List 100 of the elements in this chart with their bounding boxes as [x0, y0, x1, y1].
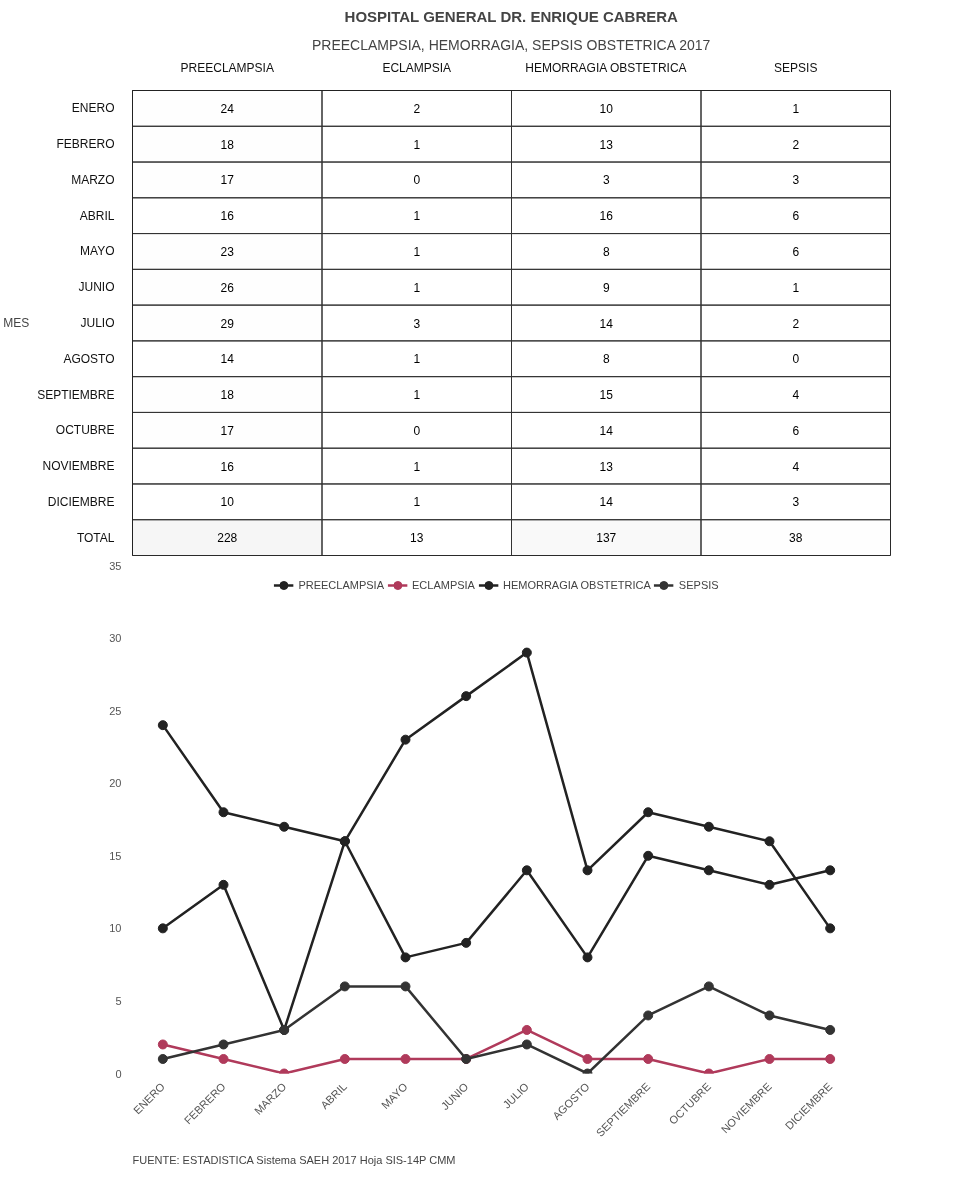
data-label: 3	[792, 495, 800, 510]
data-label: 23	[220, 244, 235, 259]
y-tick-label: JULIO	[80, 316, 115, 330]
point	[157, 1039, 168, 1050]
y-tick-label: NOVIEMBRE	[42, 459, 115, 474]
y-tick-label: 20	[109, 777, 122, 790]
data-label: 18	[220, 388, 235, 403]
point	[582, 952, 593, 963]
x-tick-label: PREECLAMPSIA	[180, 60, 274, 75]
data-label: 10	[599, 101, 614, 116]
legend-label: HEMORRAGIA OBSTETRICA	[502, 579, 651, 591]
data-label: 4	[792, 388, 800, 403]
data-label: 10	[220, 495, 235, 510]
point	[400, 981, 411, 992]
data-label: 0	[413, 423, 421, 438]
data-label: 26	[220, 280, 235, 295]
source-note: FUENTE: ESTADISTICA Sistema SAEH 2017 Hoja SIS-14P CMM	[132, 1153, 456, 1166]
point	[825, 923, 836, 934]
chart-title: HOSPITAL GENERAL DR. ENRIQUE CABRERA	[344, 7, 679, 25]
point	[703, 981, 714, 992]
point	[157, 1053, 168, 1064]
data-label: 14	[220, 352, 235, 367]
y-tick-label: 10	[109, 922, 122, 935]
y-tick-label: 25	[109, 704, 122, 717]
y-tick-label: OCTUBRE	[55, 423, 115, 438]
point	[764, 1053, 775, 1064]
y-tick-label: SEPTIEMBRE	[37, 387, 115, 402]
data-label: 15	[599, 388, 614, 403]
data-label: 2	[413, 101, 421, 116]
y-tick-label: MAYO	[80, 244, 115, 259]
point	[218, 807, 229, 818]
data-label: 6	[792, 244, 800, 259]
point	[400, 734, 411, 745]
data-label: 0	[792, 352, 800, 367]
data-label: 1	[792, 101, 800, 116]
point	[400, 1053, 411, 1064]
point	[825, 1024, 836, 1035]
data-label: 16	[599, 209, 614, 224]
data-label: 16	[220, 209, 235, 224]
data-label: 9	[602, 280, 610, 295]
legend-label: PREECLAMPSIA	[298, 579, 384, 591]
point	[643, 807, 654, 818]
point	[218, 1039, 229, 1050]
data-label: 14	[599, 495, 614, 510]
data-label: 24	[220, 101, 235, 116]
data-label: 1	[413, 244, 421, 259]
data-label: 17	[220, 423, 235, 438]
data-label: 6	[792, 423, 800, 438]
chart-subtitle: PREECLAMPSIA, HEMORRAGIA, SEPSIS OBSTETRICA 2017	[311, 36, 711, 53]
y-axis-title: MES	[3, 316, 30, 330]
y-tick-label: 35	[109, 559, 122, 572]
y-tick-label: ABRIL	[79, 208, 115, 223]
data-label: 1	[413, 388, 421, 403]
y-tick-label: 0	[115, 1067, 122, 1080]
y-tick-label: 15	[109, 849, 122, 862]
point	[582, 1053, 593, 1064]
data-label: 4	[792, 459, 800, 474]
point	[218, 1053, 229, 1064]
data-label: 1	[413, 137, 421, 152]
point	[521, 647, 532, 658]
data-label: 13	[599, 459, 614, 474]
point	[461, 937, 472, 948]
point	[582, 865, 593, 876]
data-label: 2	[792, 316, 800, 331]
point	[339, 1053, 350, 1064]
y-tick-label: MARZO	[71, 172, 115, 187]
point	[279, 821, 290, 832]
legend-label: ECLAMPSIA	[411, 579, 475, 591]
point	[643, 1010, 654, 1021]
data-label: 3	[792, 173, 800, 188]
point	[521, 1024, 532, 1035]
point	[703, 821, 714, 832]
point	[521, 865, 532, 876]
data-label: 137	[596, 531, 617, 546]
data-label: 13	[599, 137, 614, 152]
point	[461, 691, 472, 702]
point	[825, 865, 836, 876]
point	[825, 1053, 836, 1064]
data-label: 1	[413, 495, 421, 510]
legend-label: SEPSIS	[678, 579, 719, 591]
point	[521, 1039, 532, 1050]
data-label: 18	[220, 137, 235, 152]
point	[764, 1010, 775, 1021]
y-tick-label: JUNIO	[78, 280, 115, 295]
y-tick-label: FEBRERO	[56, 137, 115, 152]
y-tick-label: DICIEMBRE	[47, 494, 115, 509]
data-label: 1	[413, 209, 421, 224]
x-tick-label: SEPSIS	[774, 60, 818, 75]
point	[218, 879, 229, 890]
data-label: 2	[792, 137, 800, 152]
data-label: 29	[220, 316, 235, 331]
data-label: 228	[217, 531, 238, 546]
point	[339, 981, 350, 992]
data-label: 13	[410, 531, 424, 546]
y-tick-label: ENERO	[71, 101, 115, 116]
y-tick-label: AGOSTO	[63, 351, 115, 366]
y-tick-label: 5	[115, 994, 122, 1007]
data-label: 1	[413, 459, 421, 474]
data-label: 8	[602, 244, 610, 259]
point	[643, 850, 654, 861]
